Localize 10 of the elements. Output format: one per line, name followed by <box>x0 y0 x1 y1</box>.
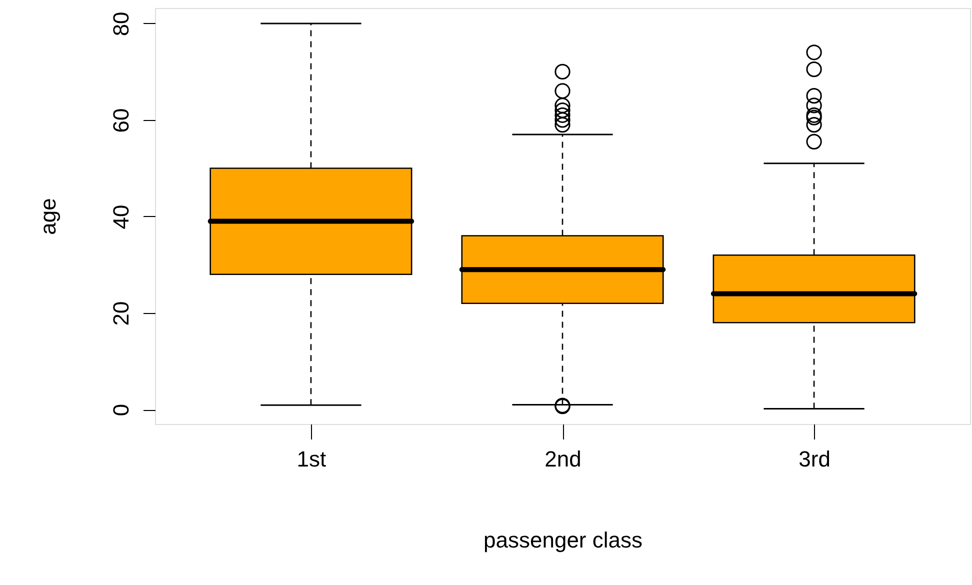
y-tick-label: 0 <box>108 404 134 416</box>
x-tick-label: 2nd <box>544 446 582 472</box>
y-tick-label: 40 <box>108 204 134 230</box>
y-tick-label: 80 <box>108 12 134 36</box>
x-axis-title: passenger class <box>484 528 642 552</box>
y-axis-title: age <box>36 198 60 235</box>
x-tick-label: 3rd <box>798 446 830 472</box>
y-tick-label: 60 <box>108 108 134 133</box>
y-tick-label: 20 <box>108 301 134 326</box>
x-tick-label: 1st <box>296 446 326 472</box>
